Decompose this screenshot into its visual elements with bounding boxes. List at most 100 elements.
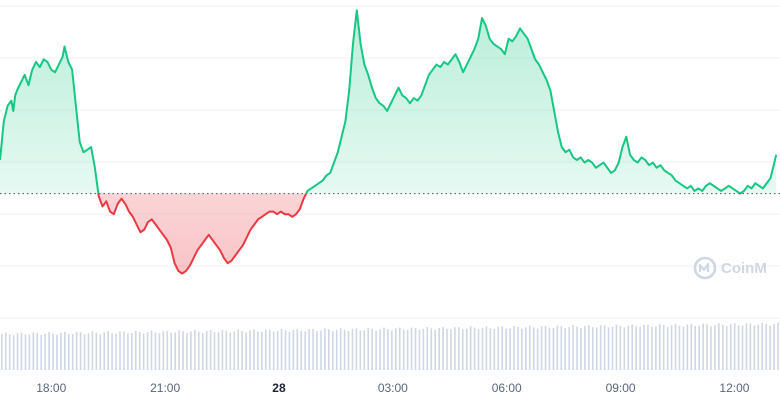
volume-bar <box>300 330 303 370</box>
volume-bar <box>296 328 299 370</box>
volume-bar <box>209 330 212 370</box>
volume-bar <box>257 331 259 370</box>
volume-bar <box>328 329 330 370</box>
volume-bar <box>83 334 86 370</box>
price-line <box>0 9 778 275</box>
volume-bar <box>32 332 35 370</box>
volume-bar <box>698 325 700 370</box>
volume-bar <box>454 327 456 370</box>
volume-bar <box>79 332 82 370</box>
volume-bar <box>225 330 228 370</box>
volume-bar <box>461 329 464 370</box>
volume-bar <box>107 331 109 370</box>
volume-bar <box>371 328 373 370</box>
volume-bar <box>556 325 559 370</box>
volume-bar <box>414 327 417 370</box>
volume-bar <box>316 331 318 370</box>
volume-bar <box>572 325 574 370</box>
volume-bar <box>540 326 543 370</box>
volume-bar <box>198 331 200 370</box>
volume-bar <box>276 331 279 370</box>
x-tick-label: 18:00 <box>36 381 66 395</box>
volume-bar <box>186 333 188 370</box>
volume-bar <box>438 328 440 370</box>
volume-bar <box>690 323 693 370</box>
volume-bar <box>48 331 50 370</box>
volume-bar <box>60 332 62 370</box>
volume-bar <box>485 326 488 370</box>
volume-bar <box>36 332 39 370</box>
volume-bar <box>725 326 728 370</box>
volume-bar <box>682 326 685 370</box>
volume-bar <box>4 332 7 370</box>
volume-bar <box>284 330 287 370</box>
coinmarketcap-logo-icon <box>693 256 717 280</box>
price-area <box>0 10 777 274</box>
volume-bar <box>481 327 484 370</box>
volume-bar <box>532 327 535 370</box>
x-tick-label: 12:00 <box>719 381 749 395</box>
volume-bar <box>477 329 480 370</box>
volume-bar <box>40 334 42 370</box>
volume-bar <box>237 329 239 370</box>
volume-bar <box>769 325 771 370</box>
volume-bar <box>103 332 106 370</box>
volume-bar <box>497 326 500 370</box>
volume-bar <box>355 328 358 370</box>
volume-bar <box>418 329 421 370</box>
volume-bar <box>599 325 602 370</box>
volume-bar <box>375 330 377 370</box>
volume-bar <box>402 329 405 370</box>
volume-bar <box>304 331 306 370</box>
watermark-text: CoinM <box>721 260 767 277</box>
volume-bar <box>560 326 563 370</box>
volume-bar <box>729 324 732 370</box>
volume-bar <box>312 328 314 370</box>
volume-bar <box>631 324 633 370</box>
volume-bar <box>166 330 169 370</box>
volume-bar <box>694 326 697 370</box>
volume-bar <box>20 332 23 370</box>
volume-bar <box>733 323 736 370</box>
volume-bar <box>710 326 712 370</box>
volume-bar <box>194 330 196 370</box>
x-tick-label: 06:00 <box>492 381 522 395</box>
volume-bar <box>56 334 58 370</box>
volume-bar <box>249 330 251 370</box>
volume-bar <box>761 322 764 370</box>
volume-bar <box>324 328 326 370</box>
volume-bar <box>233 331 236 370</box>
volume-bar <box>391 330 393 370</box>
volume-bar <box>91 331 94 370</box>
volume-bar <box>1 334 3 370</box>
volume-bar <box>678 325 681 370</box>
volume-bar <box>702 323 704 370</box>
volume-bar <box>592 327 594 370</box>
volume-bar <box>387 329 389 370</box>
volume-bar <box>615 324 618 370</box>
volume-bar <box>757 324 760 370</box>
volume-bar <box>493 329 496 370</box>
volume-bar <box>639 327 641 370</box>
price-line-down <box>97 193 742 275</box>
volume-bar <box>64 331 66 370</box>
volume-bar <box>363 330 366 370</box>
volume-bar <box>714 325 716 370</box>
volume-bar <box>686 324 689 370</box>
volume-bar <box>406 329 409 370</box>
volume-bar <box>434 329 436 370</box>
volume-bar <box>580 328 582 370</box>
volume-bar <box>773 323 775 370</box>
volume-bar <box>611 326 614 370</box>
volume-bar <box>253 329 255 370</box>
volume-bar <box>513 326 515 370</box>
volume-bar <box>16 333 19 370</box>
volume-bar <box>142 333 145 370</box>
volume-bar <box>517 326 519 370</box>
x-tick-label: 09:00 <box>606 381 636 395</box>
volume-bar <box>264 329 267 370</box>
volume-bar <box>489 328 492 370</box>
volume-bar <box>351 328 354 370</box>
volume-bar <box>146 332 149 370</box>
